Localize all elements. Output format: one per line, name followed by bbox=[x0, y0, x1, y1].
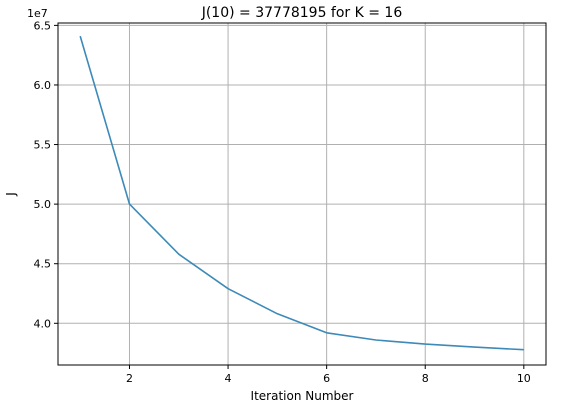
y-tick-label: 5.5 bbox=[34, 139, 52, 152]
x-tick-label: 6 bbox=[323, 372, 330, 385]
y-tick-label: 6.5 bbox=[34, 19, 52, 32]
series-layer bbox=[79, 35, 524, 351]
chart-title: J(10) = 37778195 for K = 16 bbox=[201, 5, 403, 21]
y-axis-label: J bbox=[4, 192, 18, 197]
x-axis-label: Iteration Number bbox=[251, 389, 354, 403]
y-tick-label: 5.0 bbox=[34, 198, 52, 211]
y-tick-label: 4.5 bbox=[34, 258, 52, 271]
y-tick-label: 4.0 bbox=[34, 317, 52, 330]
x-tick-label: 10 bbox=[517, 372, 531, 385]
y-tick-label: 6.0 bbox=[34, 79, 52, 92]
y-axis-ticks: 4.0 4.5 5.0 5.5 6.0 6.5 bbox=[34, 19, 58, 330]
x-axis-ticks: 2 4 6 8 10 bbox=[126, 365, 531, 385]
x-tick-label: 4 bbox=[225, 372, 232, 385]
x-tick-label: 2 bbox=[126, 372, 133, 385]
y-axis-offset-label: 1e7 bbox=[27, 7, 48, 20]
series-line bbox=[79, 35, 524, 351]
x-tick-label: 8 bbox=[422, 372, 429, 385]
plot-frame bbox=[57, 22, 547, 366]
